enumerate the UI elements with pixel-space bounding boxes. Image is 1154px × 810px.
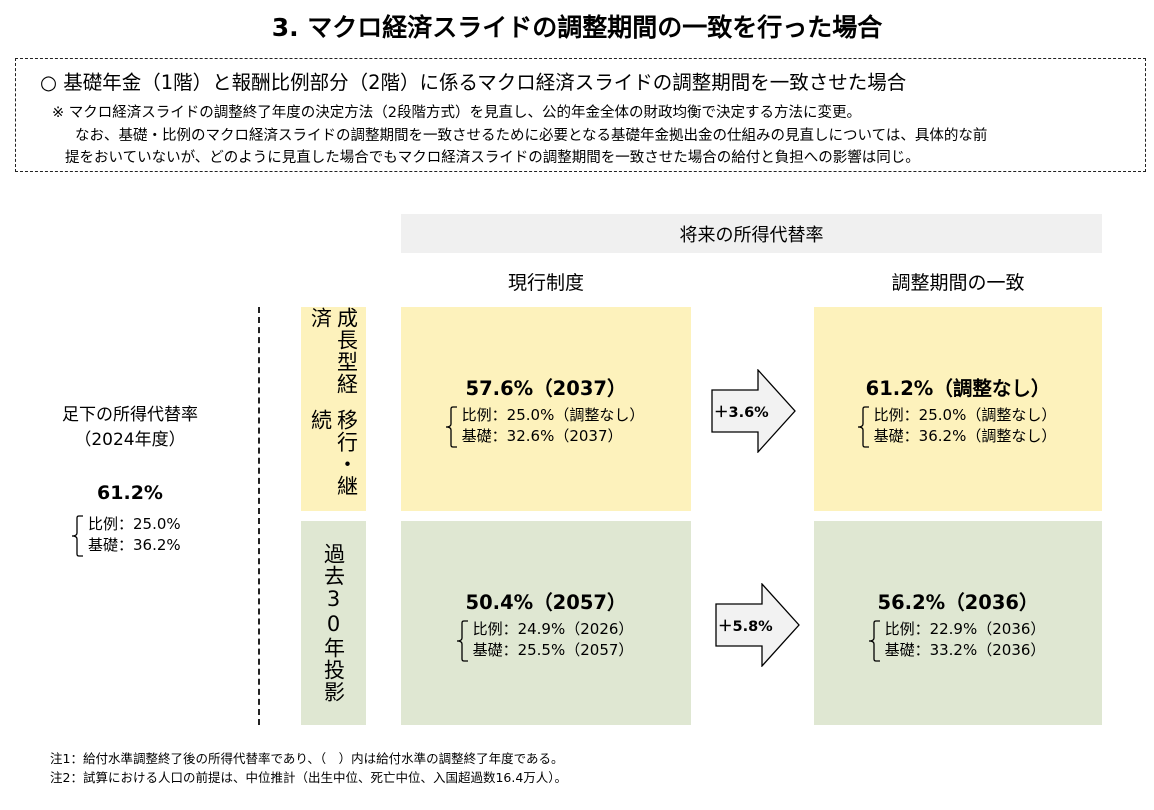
notes-sub-line: 提をおいていないが、どのように見直した場合でもマクロ経済スライドの調整期間を一致… [65,150,920,166]
current-rate-value: 61.2% [97,482,163,504]
growth-current-breakdown: 比例：25.0%（調整なし） 基礎：32.6%（2037） [445,405,645,448]
basic-value: 基礎：36.2% [88,536,181,554]
notes-sub-line: ※ マクロ経済スライドの調整終了年度の決定方法（2段階方式）を見直し、公的年金全… [52,105,861,121]
growth-current-cell: 57.6%（2037） 比例：25.0%（調整なし） 基礎：32.6%（2037… [401,307,691,511]
notes-main-text: ○ 基礎年金（1階）と報酬比例部分（2階）に係るマクロ経済スライドの調整期間を一… [40,71,907,94]
past30-current-breakdown: 比例：24.9%（2026） 基礎：25.5%（2057） [456,619,634,662]
growth-current-headline: 57.6%（2037） [465,376,627,400]
future-rate-header-label: 将来の所得代替率 [679,224,824,246]
proportional-value: 比例：25.0%（調整なし） [461,405,645,424]
basic-value: 基礎：32.6%（2037） [461,426,623,445]
brace-icon [445,405,457,448]
basic-value: 基礎：33.2%（2036） [884,640,1046,659]
past30-current-headline: 50.4%（2057） [465,590,627,614]
current-rate-breakdown: 比例：25.0% 基礎：36.2% [71,514,1154,557]
proportional-value: 比例：22.9%（2036） [884,619,1046,638]
current-rate-label-line2: （2024年度） [74,430,186,450]
past30-aligned-cell: 56.2%（2036） 比例：22.9%（2036） 基礎：33.2%（2036… [814,521,1102,725]
past30-current-cell: 50.4%（2057） 比例：24.9%（2026） 基礎：25.5%（2057… [401,521,691,725]
notes-sub-line: なお、基礎・比例のマクロ経済スライドの調整期間を一致させるために必要となる基礎年… [75,128,988,144]
scenario-label-growth-col1: 成長型経済 [308,307,359,395]
basic-value: 基礎：25.5%（2057） [472,640,634,659]
basic-value: 基礎：36.2%（調整なし） [873,426,1057,445]
scenario-label-growth-col2: 移行・継続 [308,409,359,497]
current-rate-label: 足下の所得代替率 （2024年度） [40,403,220,453]
brace-icon [857,405,869,448]
brace-icon [868,619,880,662]
column-header-aligned: 調整期間の一致 [891,272,1025,294]
proportional-value: 比例：25.0% [88,515,181,533]
brace-icon [456,619,468,662]
notes-box [15,58,1146,172]
current-rate-label-line1: 足下の所得代替率 [62,405,198,425]
proportional-value: 比例：24.9%（2026） [472,619,634,638]
growth-change-arrow: ＋3.6% [708,368,798,457]
footnote: 注2：試算における人口の前提は、中位推計（出生中位、死亡中位、入国超過数16.4… [50,770,568,785]
growth-aligned-cell: 61.2%（調整なし） 比例：25.0%（調整なし） 基礎：36.2%（調整なし… [814,307,1102,511]
past30-change-value: ＋5.8% [718,619,773,635]
right-arrow-icon [715,582,800,668]
column-header-current: 現行制度 [507,272,584,294]
past30-aligned-headline: 56.2%（2036） [877,590,1039,614]
growth-aligned-breakdown: 比例：25.0%（調整なし） 基礎：36.2%（調整なし） [857,405,1057,448]
page-title: 3. マクロ経済スライドの調整期間の一致を行った場合 [271,13,883,42]
future-rate-header: 将来の所得代替率 [401,214,1102,253]
past30-aligned-breakdown: 比例：22.9%（2036） 基礎：33.2%（2036） [868,619,1046,662]
proportional-value: 比例：25.0%（調整なし） [873,405,1057,424]
brace-icon [71,515,83,557]
scenario-label-past30: 過去30年投影 [301,521,366,725]
right-arrow-icon [711,368,796,454]
growth-change-value: ＋3.6% [714,405,769,421]
divider-line [258,307,260,725]
scenario-label-growth: 成長型経済 移行・継続 [301,307,366,511]
past30-change-arrow: ＋5.8% [712,582,802,671]
footnote: 注1：給付水準調整終了後の所得代替率であり、（ ）内は給付水準の調整終了年度であ… [50,751,564,766]
scenario-label-past30-text: 過去30年投影 [321,543,346,703]
growth-aligned-headline: 61.2%（調整なし） [865,376,1051,400]
